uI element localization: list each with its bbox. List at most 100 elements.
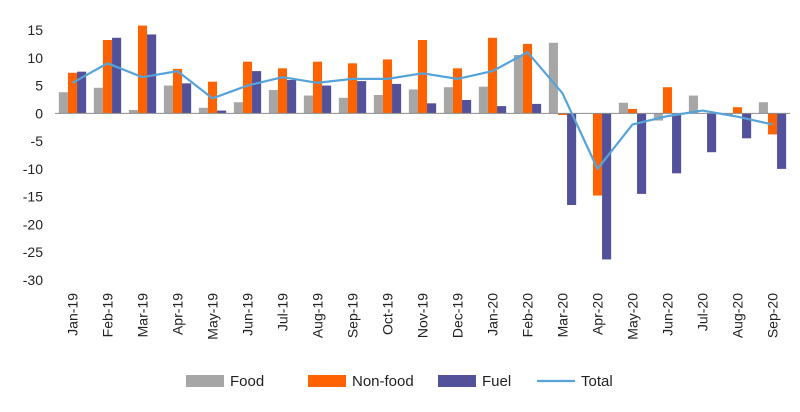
food-bar xyxy=(233,102,243,114)
food-bar xyxy=(303,95,313,114)
food-bar xyxy=(373,95,383,114)
fuel-bar xyxy=(77,71,87,114)
legend-total-label: Total xyxy=(581,373,613,390)
fuel-bar xyxy=(392,83,402,114)
x-tick-label: Jul-19 xyxy=(275,293,291,331)
fuel-bar xyxy=(287,80,297,114)
non-food-bar xyxy=(277,68,288,114)
non-food-bar xyxy=(452,68,463,114)
x-tick-label: Apr-20 xyxy=(590,293,606,335)
non-food-bar xyxy=(557,113,568,115)
legend-non-food-label: Non-food xyxy=(352,373,414,390)
x-tick-label: Jun-19 xyxy=(240,293,256,336)
food-bar xyxy=(408,89,418,114)
y-tick-label: -25 xyxy=(23,244,43,260)
y-tick-label: -20 xyxy=(23,216,43,232)
food-bar xyxy=(443,87,453,114)
x-tick-label: May-19 xyxy=(205,293,221,340)
non-food-bar xyxy=(522,43,533,114)
fuel-bar xyxy=(322,85,332,114)
food-bar xyxy=(618,102,628,114)
fuel-bar xyxy=(602,113,612,260)
non-food-bar xyxy=(102,40,113,114)
y-tick-label: 5 xyxy=(35,78,43,94)
legend-non-food-swatch xyxy=(308,375,346,387)
x-tick-label: Jul-20 xyxy=(695,293,711,331)
y-axis: 15 10 5 0 -5 -10 -15 -20 -25 -30 xyxy=(23,22,43,288)
non-food-bar xyxy=(382,59,393,114)
x-axis: Jan-19 Feb-19 Mar-19 Apr-19 May-19 Jun-19 Jul-… xyxy=(65,293,781,340)
x-tick-label: Mar-20 xyxy=(555,293,571,338)
x-tick-label: Feb-20 xyxy=(520,293,536,338)
non-food-bar xyxy=(417,40,428,114)
food-bar xyxy=(653,113,663,121)
x-tick-label: Jun-20 xyxy=(660,293,676,336)
food-bar xyxy=(548,42,558,114)
legend-food-label: Food xyxy=(230,373,264,390)
fuel-bar xyxy=(427,103,437,114)
y-tick-label: -10 xyxy=(23,161,43,177)
fuel-bar xyxy=(497,106,507,114)
y-tick-label: 10 xyxy=(27,50,43,66)
non-food-bar xyxy=(242,61,253,114)
x-tick-label: May-20 xyxy=(625,293,641,340)
non-food-bar xyxy=(312,61,323,114)
food-bar xyxy=(58,92,68,114)
fuel-bar xyxy=(567,113,577,205)
non-food-bar xyxy=(487,37,498,114)
legend-food-swatch xyxy=(186,375,224,387)
food-bar xyxy=(513,55,523,114)
fuel-bar xyxy=(217,110,227,114)
fuel-bar xyxy=(462,100,472,114)
total-line xyxy=(71,51,773,170)
y-tick-label: -5 xyxy=(31,133,44,149)
food-bar xyxy=(163,85,173,114)
fuel-bar xyxy=(357,81,367,114)
x-tick-label: Aug-19 xyxy=(310,293,326,338)
non-food-bar xyxy=(662,87,673,114)
non-food-bar xyxy=(67,72,78,114)
legend-fuel-swatch xyxy=(438,375,476,387)
fuel-bar xyxy=(707,113,717,153)
total-line-layer xyxy=(71,51,773,170)
x-tick-label: Jan-20 xyxy=(485,293,501,336)
fuel-bar xyxy=(252,71,262,114)
y-tick-label: 15 xyxy=(27,22,43,38)
fuel-bar xyxy=(742,113,752,139)
x-tick-label: Dec-19 xyxy=(450,293,466,338)
y-tick-label: -15 xyxy=(23,189,43,205)
non-food-bar xyxy=(592,113,603,196)
fuel-bar xyxy=(637,113,647,194)
y-tick-label: 0 xyxy=(35,105,43,121)
food-bar xyxy=(688,95,698,114)
bars xyxy=(58,25,787,260)
food-bar xyxy=(268,90,278,114)
x-tick-label: Sep-20 xyxy=(765,293,781,338)
fuel-bar xyxy=(112,37,122,114)
fuel-bar xyxy=(532,103,542,114)
x-tick-label: Nov-19 xyxy=(415,293,431,338)
non-food-bar xyxy=(172,68,183,114)
fuel-bar xyxy=(182,83,192,114)
x-tick-label: Sep-19 xyxy=(345,293,361,338)
fuel-bar xyxy=(147,34,157,114)
food-bar xyxy=(198,107,208,114)
fuel-bar xyxy=(672,113,682,174)
food-bar xyxy=(128,110,138,114)
non-food-bar xyxy=(137,25,148,114)
x-tick-label: Apr-19 xyxy=(170,293,186,335)
x-tick-label: Mar-19 xyxy=(135,293,151,338)
food-bar xyxy=(338,97,348,114)
y-tick-label: -30 xyxy=(23,272,43,288)
food-bar xyxy=(758,102,768,114)
x-tick-label: Oct-19 xyxy=(380,293,396,335)
fuel-bar xyxy=(777,113,787,169)
food-bar xyxy=(93,87,103,114)
legend-fuel-label: Fuel xyxy=(482,373,511,390)
non-food-bar xyxy=(627,108,638,114)
non-food-bar xyxy=(732,107,743,114)
legend: Food Non-food Fuel Total xyxy=(186,373,613,390)
x-tick-label: Feb-19 xyxy=(100,293,116,338)
x-tick-label: Aug-20 xyxy=(730,293,746,338)
